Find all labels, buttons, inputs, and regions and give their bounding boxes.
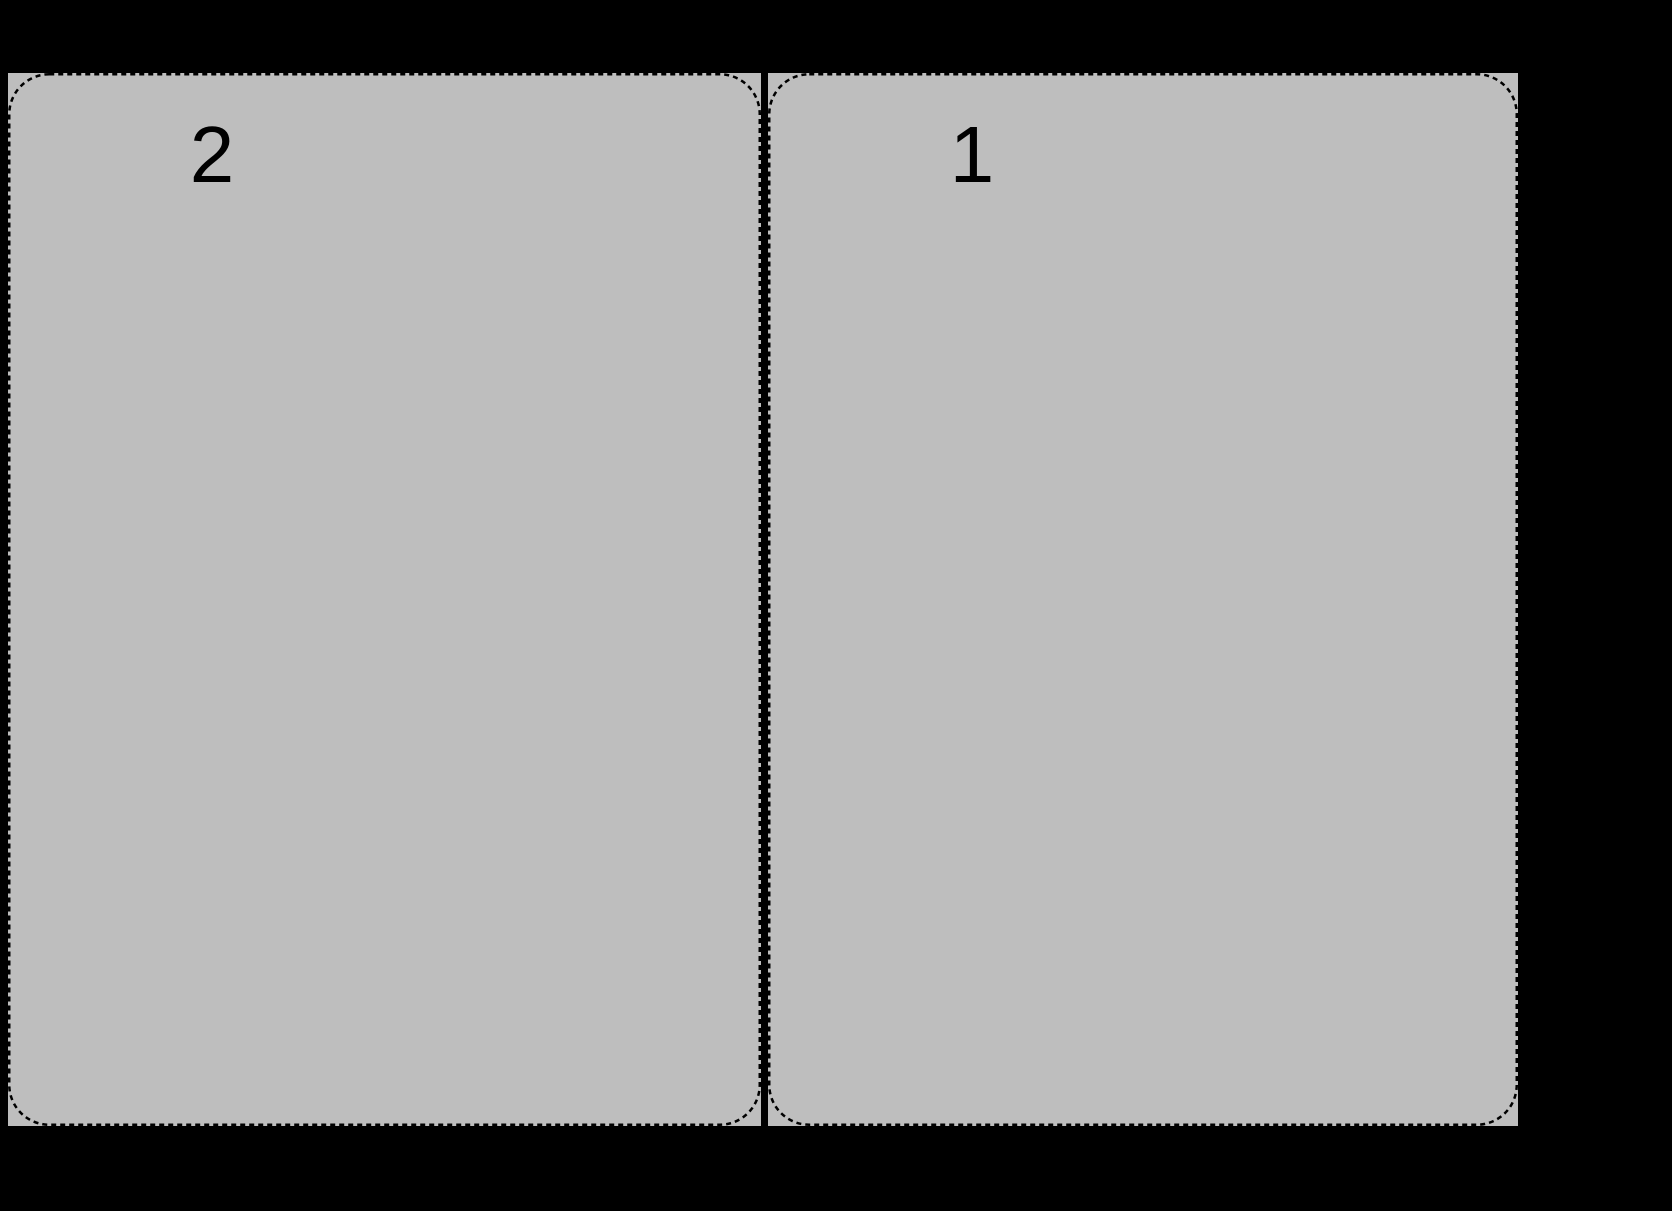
screen-panel-1: 1 (768, 73, 1518, 1126)
dashed-rounded-border (768, 73, 1518, 1126)
screen-panel-2: 2 (8, 73, 761, 1126)
panel-number-label: 1 (949, 110, 995, 199)
panel-number-label: 2 (189, 110, 235, 199)
dashed-rounded-border (8, 73, 761, 1126)
